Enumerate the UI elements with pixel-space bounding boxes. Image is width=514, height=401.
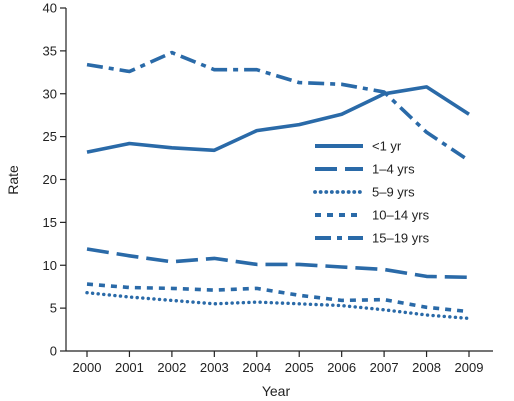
y-tick-label: 35 — [43, 43, 57, 58]
y-tick-label: 40 — [43, 1, 57, 16]
x-tick-label: 2000 — [73, 360, 102, 375]
series-layer — [85, 50, 471, 321]
y-tick-label: 20 — [43, 172, 57, 187]
series-line-4 — [86, 50, 470, 163]
x-tick-label: 2002 — [157, 360, 186, 375]
legend-label: <1 yr — [372, 139, 402, 154]
y-tick-label: 0 — [50, 344, 57, 359]
legend-label: 10–14 yrs — [372, 208, 430, 223]
series-line-3 — [86, 282, 470, 314]
x-tick-label: 2009 — [455, 360, 484, 375]
legend: <1 yr 1–4 yrs 5–9 yrs 10–14 yrs 15–19 yrs — [313, 139, 430, 246]
y-tick-label: 10 — [43, 258, 57, 273]
y-axis-title: Rate — [5, 165, 21, 195]
y-tick-label: 15 — [43, 215, 57, 230]
x-tick-label: 2001 — [115, 360, 144, 375]
axes: 0 5 10 15 20 25 30 35 40 2000 2001 2002 2003 2004 2005… — [43, 1, 493, 375]
series-line-2 — [85, 291, 471, 321]
series-line-1 — [86, 247, 470, 280]
series-line-0 — [86, 85, 470, 154]
y-tick-label: 25 — [43, 129, 57, 144]
legend-label: 15–19 yrs — [372, 231, 430, 246]
x-tick-label: 2003 — [200, 360, 229, 375]
x-tick-label: 2005 — [285, 360, 314, 375]
x-tick-label: 2008 — [412, 360, 441, 375]
x-tick-label: 2004 — [242, 360, 271, 375]
x-axis-title: Year — [262, 383, 291, 399]
x-tick-label: 2006 — [327, 360, 356, 375]
legend-label: 5–9 yrs — [372, 185, 415, 200]
y-tick-label: 30 — [43, 86, 57, 101]
legend-label: 1–4 yrs — [372, 162, 415, 177]
y-tick-label: 5 — [50, 301, 57, 316]
x-tick-label: 2007 — [370, 360, 399, 375]
